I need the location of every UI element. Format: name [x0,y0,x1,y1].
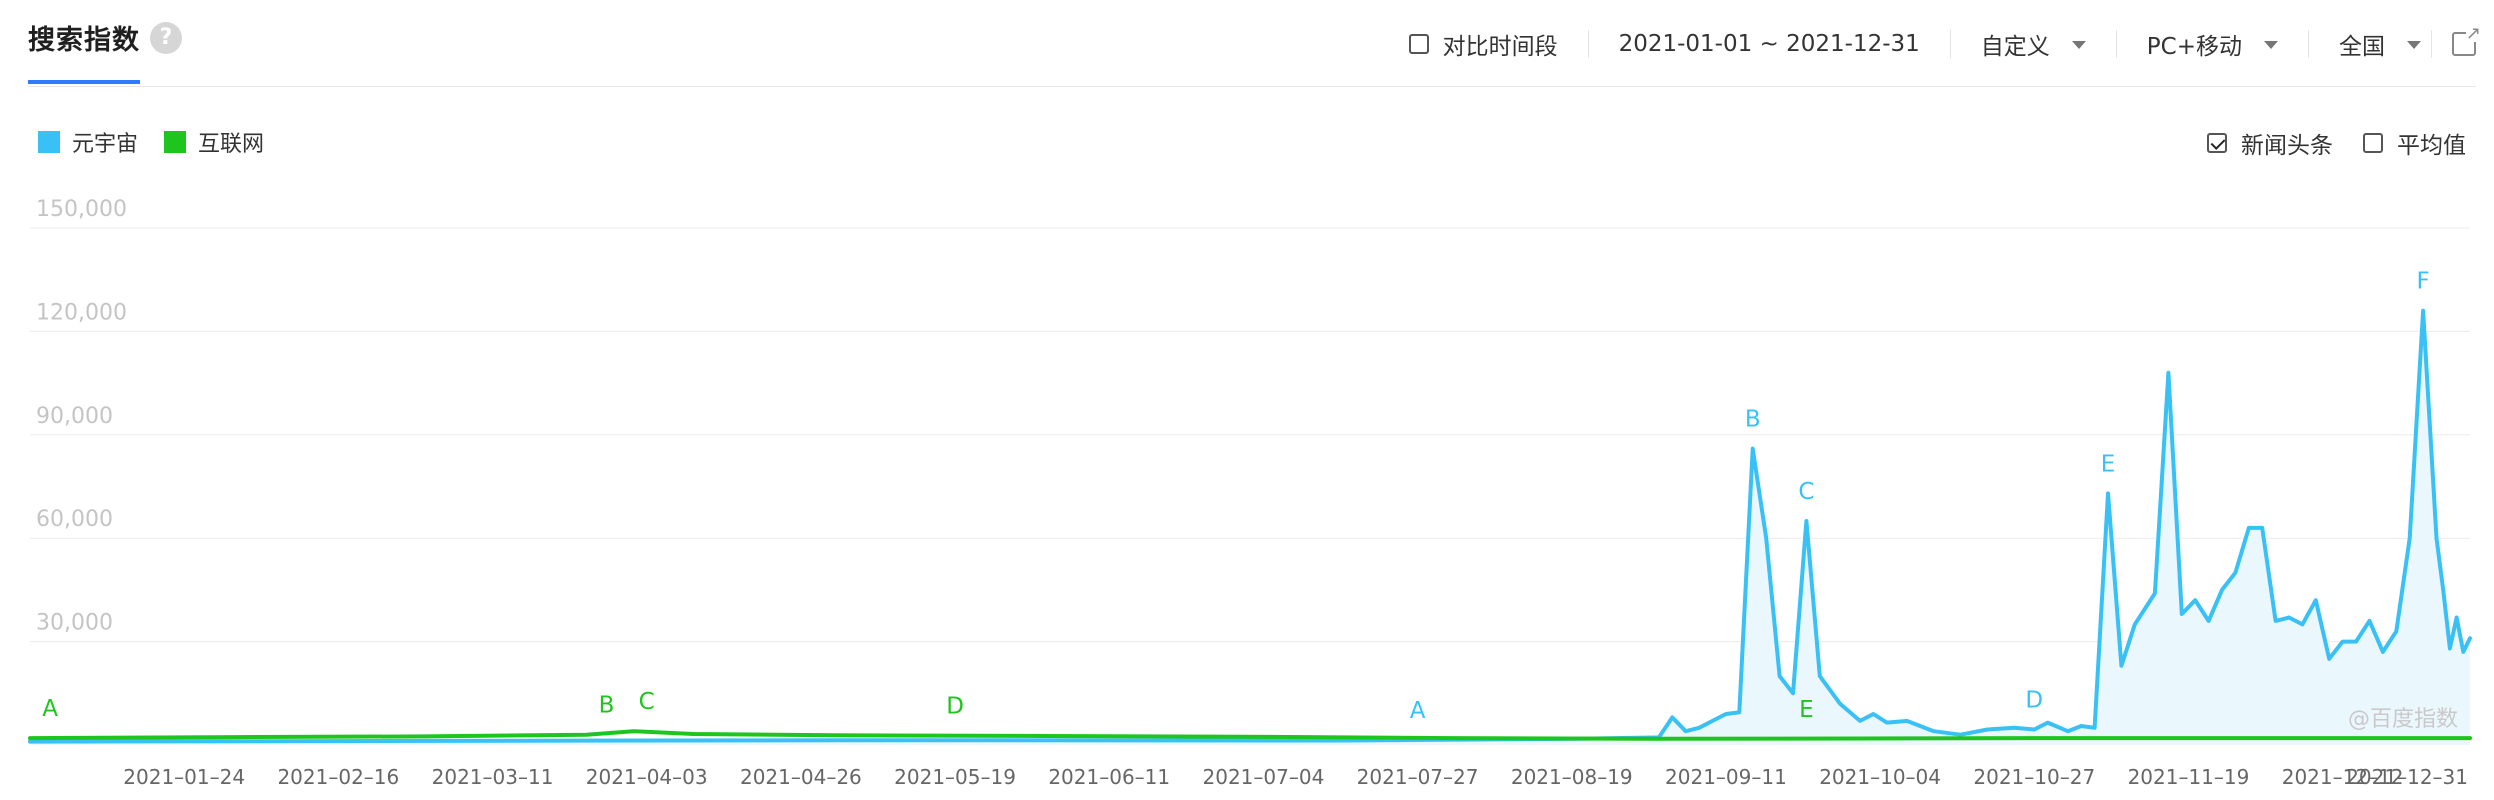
device-dropdown[interactable]: PC+移动 [2117,27,2308,61]
legend-swatch [38,131,60,153]
date-range-text: 2021-01-01 ~ 2021-12-31 [1618,31,1920,57]
annotation-label: B [1745,407,1761,433]
annotation-label: D [946,693,964,719]
annotation-label: D [2025,687,2043,713]
x-tick-label: 2021–06–11 [1048,765,1170,789]
x-tick-label: 2021–05–19 [894,765,1016,789]
device-value: PC+移动 [2146,34,2242,60]
annotation-label: B [599,693,615,719]
active-tab-indicator [28,80,140,84]
series-line-internet [28,729,2472,741]
annotation-label: F [2416,269,2429,295]
toolbar-separator [2115,30,2117,58]
chevron-down-icon [2407,41,2421,49]
x-tick-label: 2021–12–12 [2282,765,2404,789]
average-toggle[interactable]: 平均值 [2363,126,2466,160]
x-tick-label: 2021–01–24 [123,765,245,789]
region-dropdown[interactable]: 全国 [2309,27,2431,61]
x-tick-label: 2021–02–16 [277,765,399,789]
legend-item-internet[interactable]: 互联网 [164,126,264,158]
x-tick-label: 2021–03–11 [432,765,554,789]
chevron-down-icon [2264,41,2278,49]
help-icon[interactable]: ? [150,21,182,54]
x-tick-label: 2021–12–31 [2346,765,2468,789]
date-range-picker[interactable]: 2021-01-01 ~ 2021-12-31 [1589,31,1950,57]
y-tick-label: 90,000 [36,404,113,429]
annotation-label: E [2101,451,2116,477]
compare-label: 对比时间段 [1442,34,1558,60]
toolbar-separator [2431,30,2432,58]
news-headline-toggle[interactable]: 新闻头条 [2207,126,2333,160]
legend: 元宇宙 互联网 [38,126,290,158]
x-tick-label: 2021–07–04 [1203,765,1325,789]
annotation-label: E [1799,697,1814,723]
average-checkbox[interactable] [2363,133,2383,153]
legend-item-metaverse[interactable]: 元宇宙 [38,126,138,158]
watermark: @百度指数 [2348,707,2458,732]
toolbar: 对比时间段 2021-01-01 ~ 2021-12-31 自定义 PC+移动 … [1379,23,2481,64]
x-tick-label: 2021–10–04 [1819,765,1941,789]
mode-value: 自定义 [1980,34,2050,60]
x-tick-label: 2021–09–11 [1665,765,1787,789]
toolbar-separator [1949,30,1951,58]
compare-period-toggle[interactable]: 对比时间段 [1379,27,1588,61]
mode-dropdown[interactable]: 自定义 [1951,27,2116,61]
y-tick-label: 120,000 [36,300,127,325]
average-label: 平均值 [2397,133,2466,159]
news-label: 新闻头条 [2241,133,2333,159]
header: 搜索指数 ? 对比时间段 2021-01-01 ~ 2021-12-31 自定义… [0,0,2494,88]
annotation-label: A [1410,698,1426,724]
toolbar-separator [1587,30,1589,58]
annotation-label: C [639,689,655,715]
series-line-metaverse [28,308,2472,744]
series-area [30,310,2470,745]
header-divider [28,86,2476,87]
legend-label: 互联网 [198,132,265,157]
share-icon[interactable] [2452,23,2481,56]
region-value: 全国 [2339,34,2385,60]
chevron-down-icon [2071,41,2086,49]
y-tick-label: 30,000 [36,611,113,636]
title-wrap: 搜索指数 ? [28,18,182,57]
x-tick-label: 2021–07–27 [1357,765,1479,789]
y-tick-label: 150,000 [36,197,127,222]
x-tick-label: 2021–11–19 [2128,765,2250,789]
y-tick-label: 60,000 [36,507,113,532]
x-tick-label: 2021–08–19 [1511,765,1633,789]
annotation-label: A [42,696,58,722]
x-tick-label: 2021–10–27 [1973,765,2095,789]
x-tick-label: 2021–04–26 [740,765,862,789]
x-tick-label: 2021–04–03 [586,765,708,789]
chart-options: 新闻头条 平均值 [2177,126,2466,160]
page-title: 搜索指数 [28,25,140,56]
news-checkbox[interactable] [2207,133,2227,153]
toolbar-separator [2308,30,2309,58]
legend-swatch [164,131,187,153]
trend-chart: 30,000 60,000 90,000 120,000 150,000 2021–01–… [28,197,2472,789]
compare-checkbox[interactable] [1408,34,1429,54]
legend-label: 元宇宙 [72,132,139,157]
annotation-label: C [1798,479,1814,505]
